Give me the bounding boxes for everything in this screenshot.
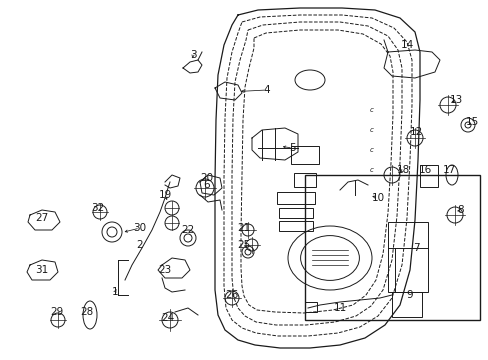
Bar [276,192,314,204]
Text: 4: 4 [263,85,270,95]
Bar [305,302,316,312]
Text: 15: 15 [465,117,478,127]
Text: 13: 13 [448,95,462,105]
Text: 25: 25 [237,240,250,250]
Text: 29: 29 [50,307,63,317]
Text: 27: 27 [35,213,48,223]
Text: 7: 7 [412,243,418,253]
Text: 21: 21 [237,223,250,233]
Text: 30: 30 [133,223,146,233]
Text: 26: 26 [225,290,238,300]
Text: 3: 3 [189,50,196,60]
Text: c: c [369,147,373,153]
Bar [419,165,437,187]
Text: 12: 12 [408,127,422,137]
Text: 28: 28 [80,307,93,317]
Text: 10: 10 [371,193,384,203]
Text: 17: 17 [442,165,455,175]
Text: c: c [369,107,373,113]
Text: 32: 32 [91,203,104,213]
Text: 6: 6 [203,180,210,190]
Bar [387,222,427,292]
Bar [279,208,312,218]
Text: c: c [369,167,373,173]
Bar [290,146,318,164]
Text: 23: 23 [158,265,171,275]
Text: 19: 19 [158,190,171,200]
Text: 20: 20 [200,173,213,183]
Text: 16: 16 [418,165,431,175]
Text: 14: 14 [400,40,413,50]
Text: 24: 24 [161,313,174,323]
Bar [391,292,421,317]
Bar [279,221,312,231]
Text: 5: 5 [289,143,296,153]
Bar [305,175,479,320]
Text: 8: 8 [457,205,464,215]
Text: 9: 9 [406,290,412,300]
Text: 18: 18 [396,165,409,175]
Text: 11: 11 [333,303,346,313]
Text: 1: 1 [111,287,118,297]
Bar [293,173,315,187]
Text: 2: 2 [137,240,143,250]
Text: 31: 31 [35,265,48,275]
Text: c: c [369,127,373,133]
Text: 22: 22 [181,225,194,235]
